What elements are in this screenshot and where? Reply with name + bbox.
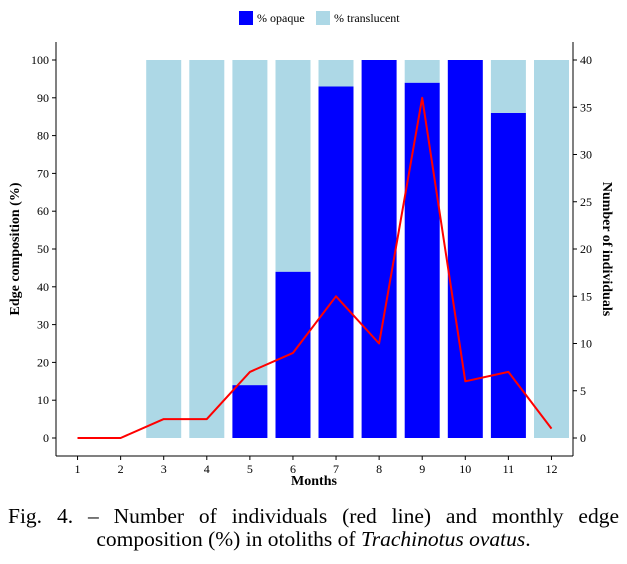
legend-swatch-opaque (239, 11, 253, 25)
edge-composition-chart: % opaque % translucent 01020304050607080… (8, 11, 614, 489)
bar-translucent-month-3 (146, 60, 182, 438)
y-tick-label-60: 60 (37, 204, 49, 218)
x-tick-label-9: 9 (419, 462, 425, 476)
bar-translucent-month-9 (404, 60, 440, 83)
y2-tick-label-30: 30 (580, 148, 592, 162)
y2-tick-label-15: 15 (580, 289, 592, 303)
y-tick-label-0: 0 (43, 431, 49, 445)
figure-caption: Fig. 4. – Number of individuals (red lin… (8, 505, 619, 551)
y2-tick-label-5: 5 (580, 384, 586, 398)
bar-opaque-month-5 (232, 385, 268, 438)
bar-translucent-month-11 (490, 60, 526, 113)
bar-translucent-month-4 (189, 60, 225, 438)
bar-translucent-month-6 (275, 60, 311, 272)
x-tick-label-11: 11 (503, 462, 515, 476)
x-tick-label-7: 7 (333, 462, 339, 476)
bar-translucent-month-5 (232, 60, 268, 386)
y-tick-label-10: 10 (37, 393, 49, 407)
x-axis-title: Months (291, 474, 337, 489)
bar-opaque-month-9 (404, 82, 440, 438)
bar-translucent-month-12 (534, 60, 569, 438)
x-tick-label-12: 12 (545, 462, 557, 476)
caption-line-2: composition (%) in otoliths of Trachinot… (8, 528, 619, 551)
x-tick-label-5: 5 (247, 462, 253, 476)
y-tick-label-90: 90 (37, 91, 49, 105)
x-tick-label-10: 10 (459, 462, 471, 476)
y2-tick-label-20: 20 (580, 242, 592, 256)
y2-tick-label-40: 40 (580, 53, 592, 67)
y-tick-label-100: 100 (31, 53, 49, 67)
y2-tick-label-25: 25 (580, 195, 592, 209)
y2-axis-title: Number of individuals (599, 182, 614, 317)
caption-period: . (525, 527, 531, 551)
bars-layer (146, 60, 569, 439)
y-tick-label-40: 40 (37, 280, 49, 294)
x-tick-label-3: 3 (161, 462, 167, 476)
y2-tick-label-10: 10 (580, 337, 592, 351)
y2-tick-label-35: 35 (580, 100, 592, 114)
caption-species-name: Trachinotus ovatus (360, 527, 526, 551)
y2-tick-label-0: 0 (580, 431, 586, 445)
y-axis-title: Edge composition (%) (8, 182, 23, 315)
legend-label-translucent: % translucent (334, 11, 400, 25)
x-tick-label-1: 1 (75, 462, 81, 476)
caption-line-2-text: composition (%) in otoliths of (96, 527, 361, 551)
x-tick-label-8: 8 (376, 462, 382, 476)
bar-opaque-month-6 (275, 271, 311, 438)
individuals-line (77, 96, 553, 439)
bar-opaque-month-7 (318, 86, 354, 438)
legend: % opaque % translucent (239, 11, 400, 25)
legend-label-opaque: % opaque (257, 11, 305, 25)
bar-translucent-month-7 (318, 60, 354, 87)
bar-opaque-month-11 (490, 112, 526, 439)
y-tick-label-70: 70 (37, 166, 49, 180)
y-tick-label-80: 80 (37, 129, 49, 143)
x-tick-label-2: 2 (118, 462, 124, 476)
y-tick-label-30: 30 (37, 318, 49, 332)
y-tick-label-50: 50 (37, 242, 49, 256)
bar-opaque-month-8 (361, 60, 397, 438)
caption-line-1: Fig. 4. – Number of individuals (red lin… (8, 504, 619, 528)
x-tick-label-6: 6 (290, 462, 296, 476)
x-tick-label-4: 4 (204, 462, 210, 476)
individuals-line-layer (77, 96, 553, 439)
legend-swatch-translucent (316, 11, 330, 25)
y-tick-label-20: 20 (37, 355, 49, 369)
